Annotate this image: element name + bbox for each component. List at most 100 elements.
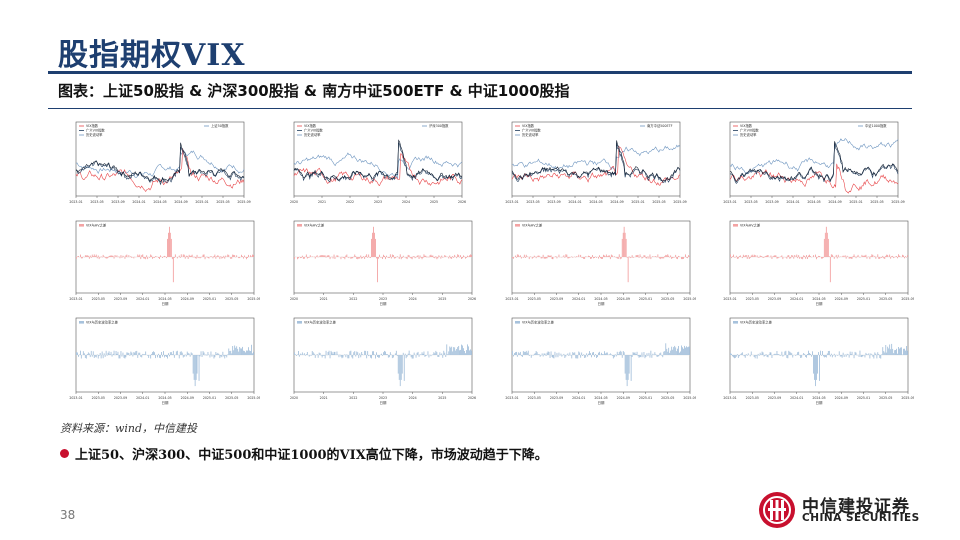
x-tick-label: 2020	[290, 297, 298, 301]
spread-bar	[862, 256, 864, 257]
spread-bar	[322, 355, 324, 356]
spread-bar	[849, 351, 851, 355]
spread-bar	[438, 355, 440, 357]
spread-bar	[639, 355, 641, 357]
spread-bar	[419, 255, 421, 257]
spread-bar	[143, 354, 145, 355]
spread-bar	[802, 257, 804, 260]
spread-bar	[399, 355, 401, 387]
spread-bar	[739, 354, 741, 355]
spread-bar	[122, 255, 124, 257]
spread-bar	[118, 355, 120, 359]
spread-bar	[844, 255, 846, 257]
spread-bar	[220, 256, 222, 257]
x-axis-label: 日期	[816, 400, 823, 405]
spread-bar	[881, 354, 883, 355]
spread-bar	[389, 254, 391, 257]
spread-bar	[737, 257, 739, 259]
spread-bar	[137, 355, 139, 358]
x-tick-label: 2024-09	[835, 396, 848, 400]
spread-bar	[611, 255, 613, 257]
spread-bar	[866, 257, 868, 259]
spread-bar	[673, 347, 675, 355]
spread-bar	[206, 256, 208, 257]
spread-bar	[817, 355, 818, 374]
spread-bar	[150, 355, 152, 359]
hv-line	[293, 153, 463, 187]
x-tick-label: 2023-05	[744, 200, 757, 204]
x-tick-label: 2023-09	[114, 396, 127, 400]
spread-bar	[907, 255, 908, 257]
spread-bar	[579, 352, 581, 355]
spread-bar	[566, 254, 568, 257]
spread-bar	[387, 354, 388, 355]
spread-bar	[601, 352, 602, 355]
spread-bar	[776, 351, 778, 355]
spread-bar	[440, 354, 442, 355]
spread-bar	[354, 351, 356, 355]
spread-bar	[615, 257, 617, 258]
spread-bar	[103, 256, 105, 257]
x-tick-label: 2024-01	[136, 396, 149, 400]
spread-bar	[625, 238, 627, 257]
spread-bar	[868, 353, 870, 355]
spread-bar	[594, 257, 595, 258]
spread-bar	[522, 351, 524, 355]
x-axis-label: 日期	[380, 301, 387, 306]
spread-bar	[192, 257, 194, 258]
spread-bar	[116, 353, 118, 355]
spread-bar	[633, 352, 635, 355]
spread-bar	[829, 257, 831, 283]
spread-bar	[647, 256, 649, 257]
spread-bar	[184, 354, 186, 355]
spread-bar	[251, 344, 252, 355]
spread-bar	[153, 257, 154, 258]
spread-bar	[881, 257, 883, 258]
spread-bar	[140, 257, 142, 260]
spread-bar	[203, 352, 205, 355]
spread-bar	[731, 353, 732, 355]
x-tick-label: 2024-09	[828, 200, 841, 204]
spread-bar	[592, 255, 593, 257]
spread-bar	[589, 256, 590, 257]
spread-bar	[236, 346, 238, 355]
spread-bar	[441, 255, 443, 257]
spread-bar	[427, 351, 429, 355]
spread-bar	[739, 255, 741, 257]
spread-bar	[809, 254, 810, 257]
spread-bar	[89, 355, 91, 358]
x-tick-label: 2023-01	[723, 200, 736, 204]
spread-bar	[188, 353, 190, 355]
spread-bar	[442, 257, 444, 258]
legend-label: VIX与HV之差	[740, 223, 761, 228]
chart-4-bot: 2023-01 2023-05 2023-09 2024-01 2024-05 2024-…	[714, 314, 914, 406]
spread-bar	[331, 352, 333, 355]
spread-bar	[661, 257, 663, 259]
spread-bar	[773, 255, 775, 257]
spread-bar	[378, 257, 379, 259]
spread-bar	[348, 355, 350, 359]
spread-bar	[388, 355, 390, 358]
spread-bar	[804, 255, 806, 257]
spread-bar	[466, 350, 467, 355]
spread-bar	[540, 355, 542, 356]
spread-bar	[861, 355, 863, 358]
spread-bar	[253, 351, 254, 355]
spread-bar	[319, 353, 321, 355]
spread-bar	[100, 355, 102, 359]
spread-bar	[852, 256, 854, 257]
spread-bar	[213, 355, 215, 359]
legend-label: 历史波动率	[304, 132, 321, 137]
spread-bar	[439, 256, 441, 257]
x-tick-label: 2023-09	[550, 297, 563, 301]
spread-bar	[233, 254, 235, 257]
spread-bar	[162, 355, 163, 357]
spread-bar	[223, 255, 225, 257]
spread-bar	[112, 255, 114, 257]
spread-bar	[621, 238, 623, 257]
spread-bar	[302, 257, 304, 259]
spread-bar	[179, 257, 181, 258]
spread-bar	[297, 257, 298, 260]
spread-bar	[379, 355, 380, 358]
spread-bar	[590, 353, 591, 355]
